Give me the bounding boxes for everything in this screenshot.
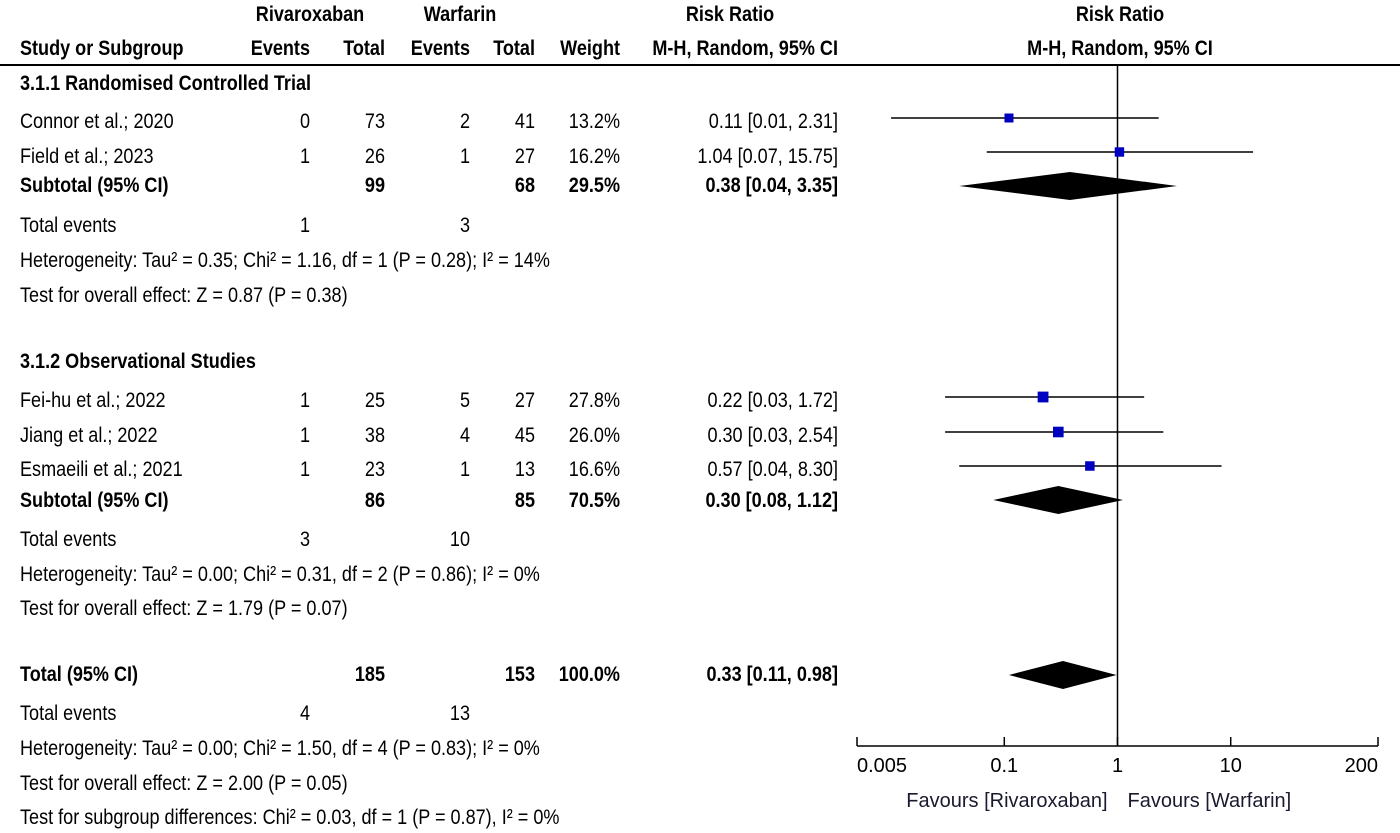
study-name: Jiang et al.; 2022 [20, 424, 158, 447]
total1-cell: 38 [364, 424, 385, 447]
x-tick-label: 0.1 [990, 755, 1018, 777]
total1-column-header: Total [343, 37, 385, 60]
study-point [1114, 147, 1125, 157]
events1-cell: 1 [299, 458, 310, 481]
events2-column-header: Events [410, 37, 470, 60]
weight-cell: 29.5% [568, 174, 620, 197]
ci-cell: 0.38 [0.04, 3.35] [705, 174, 838, 197]
ci-cell: 0.11 [0.01, 2.31] [708, 110, 838, 133]
study-column-header: Study or Subgroup [20, 37, 184, 60]
weight-cell: 100.0% [558, 663, 620, 686]
total1-cell: 73 [364, 110, 385, 133]
events1-cell: 3 [299, 528, 310, 551]
overall-effect-text: Test for overall effect: Z = 0.87 (P = 0… [20, 284, 348, 307]
total1-cell: 86 [364, 489, 385, 512]
events-label: Total events [20, 214, 117, 237]
study-point [1085, 461, 1095, 471]
ci-cell: 1.04 [0.07, 15.75] [697, 145, 838, 168]
overall-effect-text: Test for overall effect: Z = 2.00 (P = 0… [20, 772, 348, 795]
study-name: Field et al.; 2023 [20, 145, 154, 168]
study-point [1053, 426, 1064, 438]
total1-cell: 23 [364, 458, 385, 481]
overall-effect-text: Test for overall effect: Z = 1.79 (P = 0… [20, 597, 348, 620]
total1-cell: 25 [364, 389, 385, 412]
events1-column-header: Events [250, 37, 310, 60]
events-label: Total events [20, 702, 117, 725]
events2-cell: 3 [459, 214, 470, 237]
study-point [1037, 391, 1049, 403]
events1-cell: 1 [299, 424, 310, 447]
group1-header: Rivaroxaban [255, 3, 365, 26]
total2-cell: 85 [514, 489, 535, 512]
favours-left-label: Favours [Rivaroxaban] [906, 790, 1107, 812]
pooled-diamond [1008, 661, 1117, 689]
ci-cell: 0.30 [0.08, 1.12] [705, 489, 838, 512]
events1-cell: 0 [299, 110, 310, 133]
total2-cell: 13 [514, 458, 535, 481]
subgroup-title: 3.1.2 Observational Studies [20, 350, 256, 373]
study-name: Esmaeili et al.; 2021 [20, 458, 183, 481]
total2-cell: 27 [514, 145, 535, 168]
subtotal-label: Subtotal (95% CI) [20, 489, 169, 512]
events2-cell: 1 [459, 458, 470, 481]
heterogeneity-text: Heterogeneity: Tau² = 0.00; Chi² = 1.50,… [20, 737, 540, 760]
ci-cell: 0.22 [0.03, 1.72] [707, 389, 838, 412]
total2-cell: 27 [514, 389, 535, 412]
weight-cell: 16.2% [568, 145, 620, 168]
total-label: Total (95% CI) [20, 663, 139, 686]
ci-cell: 0.57 [0.04, 8.30] [707, 458, 838, 481]
events2-cell: 5 [459, 389, 470, 412]
total2-cell: 68 [514, 174, 535, 197]
total2-cell: 41 [514, 110, 535, 133]
heterogeneity-text: Heterogeneity: Tau² = 0.35; Chi² = 1.16,… [20, 249, 550, 272]
rr-column-header: M-H, Random, 95% CI [652, 37, 838, 60]
pooled-diamond [993, 486, 1124, 514]
study-name: Fei-hu et al.; 2022 [20, 389, 166, 412]
ci-cell: 0.30 [0.03, 2.54] [707, 424, 838, 447]
study-point [1004, 113, 1014, 123]
weight-cell: 16.6% [568, 458, 620, 481]
events2-cell: 13 [449, 702, 470, 725]
x-tick-label: 200 [1345, 755, 1378, 777]
x-tick-label: 1 [1112, 755, 1123, 777]
total2-cell: 45 [514, 424, 535, 447]
group2-header: Warfarin [423, 3, 497, 26]
x-tick-label: 0.005 [857, 755, 907, 777]
rr-column-title: Risk Ratio [685, 3, 775, 26]
total1-cell: 26 [364, 145, 385, 168]
favours-right-label: Favours [Warfarin] [1128, 790, 1292, 812]
heterogeneity-text: Heterogeneity: Tau² = 0.00; Chi² = 0.31,… [20, 563, 540, 586]
events2-cell: 1 [459, 145, 470, 168]
events1-cell: 4 [299, 702, 310, 725]
events1-cell: 1 [299, 145, 310, 168]
weight-cell: 26.0% [568, 424, 620, 447]
subgroup-title: 3.1.1 Randomised Controlled Trial [20, 72, 312, 95]
pooled-diamond [959, 172, 1177, 200]
x-tick-label: 10 [1220, 755, 1242, 777]
events2-cell: 2 [459, 110, 470, 133]
plot-title: Risk Ratio [1075, 3, 1165, 26]
subgroup-differences-text: Test for subgroup differences: Chi² = 0.… [20, 806, 560, 829]
events2-cell: 4 [459, 424, 470, 447]
weight-cell: 27.8% [568, 389, 620, 412]
weight-column-header: Weight [560, 37, 620, 60]
events1-cell: 1 [299, 389, 310, 412]
events1-cell: 1 [299, 214, 310, 237]
ci-cell: 0.33 [0.11, 0.98] [706, 663, 838, 686]
events2-cell: 10 [449, 528, 470, 551]
study-name: Connor et al.; 2020 [20, 110, 174, 133]
subtotal-label: Subtotal (95% CI) [20, 174, 169, 197]
total1-cell: 99 [364, 174, 385, 197]
total2-column-header: Total [493, 37, 535, 60]
weight-cell: 70.5% [568, 489, 620, 512]
total2-cell: 153 [504, 663, 535, 686]
header-divider [0, 64, 1400, 66]
plot-subtitle: M-H, Random, 95% CI [1027, 37, 1213, 60]
total1-cell: 185 [354, 663, 385, 686]
weight-cell: 13.2% [568, 110, 620, 133]
events-label: Total events [20, 528, 117, 551]
